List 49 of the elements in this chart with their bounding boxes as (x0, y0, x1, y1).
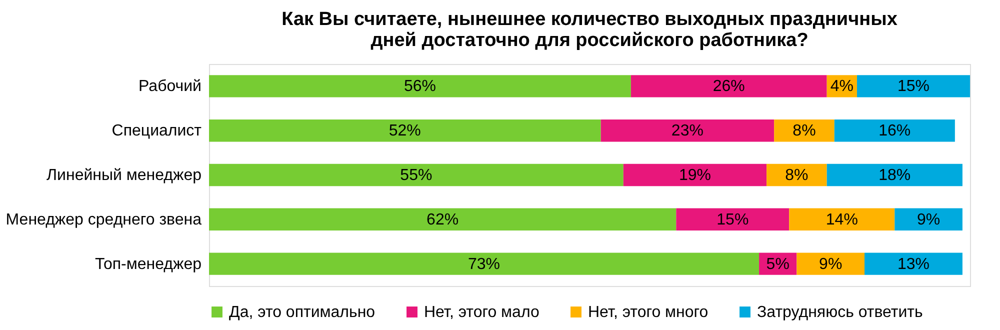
bar (209, 252, 760, 275)
y-tick-label: Менеджер среднего звена (6, 211, 202, 228)
bar (894, 208, 962, 230)
bar (766, 164, 827, 186)
bar (600, 120, 774, 142)
bar (630, 75, 827, 98)
data-label: 52% (388, 122, 421, 140)
y-tick-label: Специалист (112, 122, 202, 140)
data-label: 15% (897, 78, 930, 96)
bar (209, 164, 624, 186)
bar (623, 164, 767, 186)
text: Как Вы считаете, нынешнее количество выходных праздничных (282, 9, 898, 30)
data-label: 56% (404, 78, 436, 96)
data-label: 19% (678, 167, 711, 184)
bar (209, 75, 631, 98)
bar (864, 252, 962, 275)
bar (209, 120, 601, 142)
legend-label: Нет, этого много (588, 304, 708, 321)
bar (834, 120, 955, 142)
y-tick-label: Рабочий (138, 78, 202, 96)
data-label: 15% (716, 211, 749, 228)
bar (789, 208, 895, 230)
data-label: 9% (819, 256, 842, 273)
y-tick-label: Топ-менеджер (94, 256, 202, 273)
legend-label: Нет, этого мало (424, 304, 540, 321)
data-label: 8% (792, 122, 816, 140)
legend-label: Затрудняюсь ответить (757, 304, 923, 321)
data-label: 26% (712, 78, 745, 96)
legend-label: Да, это оптимально (229, 304, 376, 321)
data-label: 8% (785, 167, 808, 184)
data-label: 9% (916, 211, 940, 228)
bar (676, 208, 790, 230)
text: дней достаточно для российского работника? (370, 30, 808, 51)
y-tick-label: Линейный менеджер (46, 167, 202, 184)
bar (774, 120, 834, 142)
data-label: 5% (766, 256, 790, 273)
bar (209, 208, 676, 230)
data-label: 14% (826, 211, 858, 228)
data-label: 18% (878, 167, 911, 184)
data-label: 4% (830, 78, 854, 96)
data-label: 23% (671, 122, 704, 140)
data-label: 13% (897, 256, 930, 273)
data-label: 55% (400, 167, 432, 184)
data-label: 62% (426, 211, 459, 228)
bar (856, 75, 970, 98)
data-label: 16% (878, 122, 911, 140)
bar (826, 164, 962, 186)
bar (796, 252, 865, 275)
data-label: 73% (468, 256, 500, 273)
